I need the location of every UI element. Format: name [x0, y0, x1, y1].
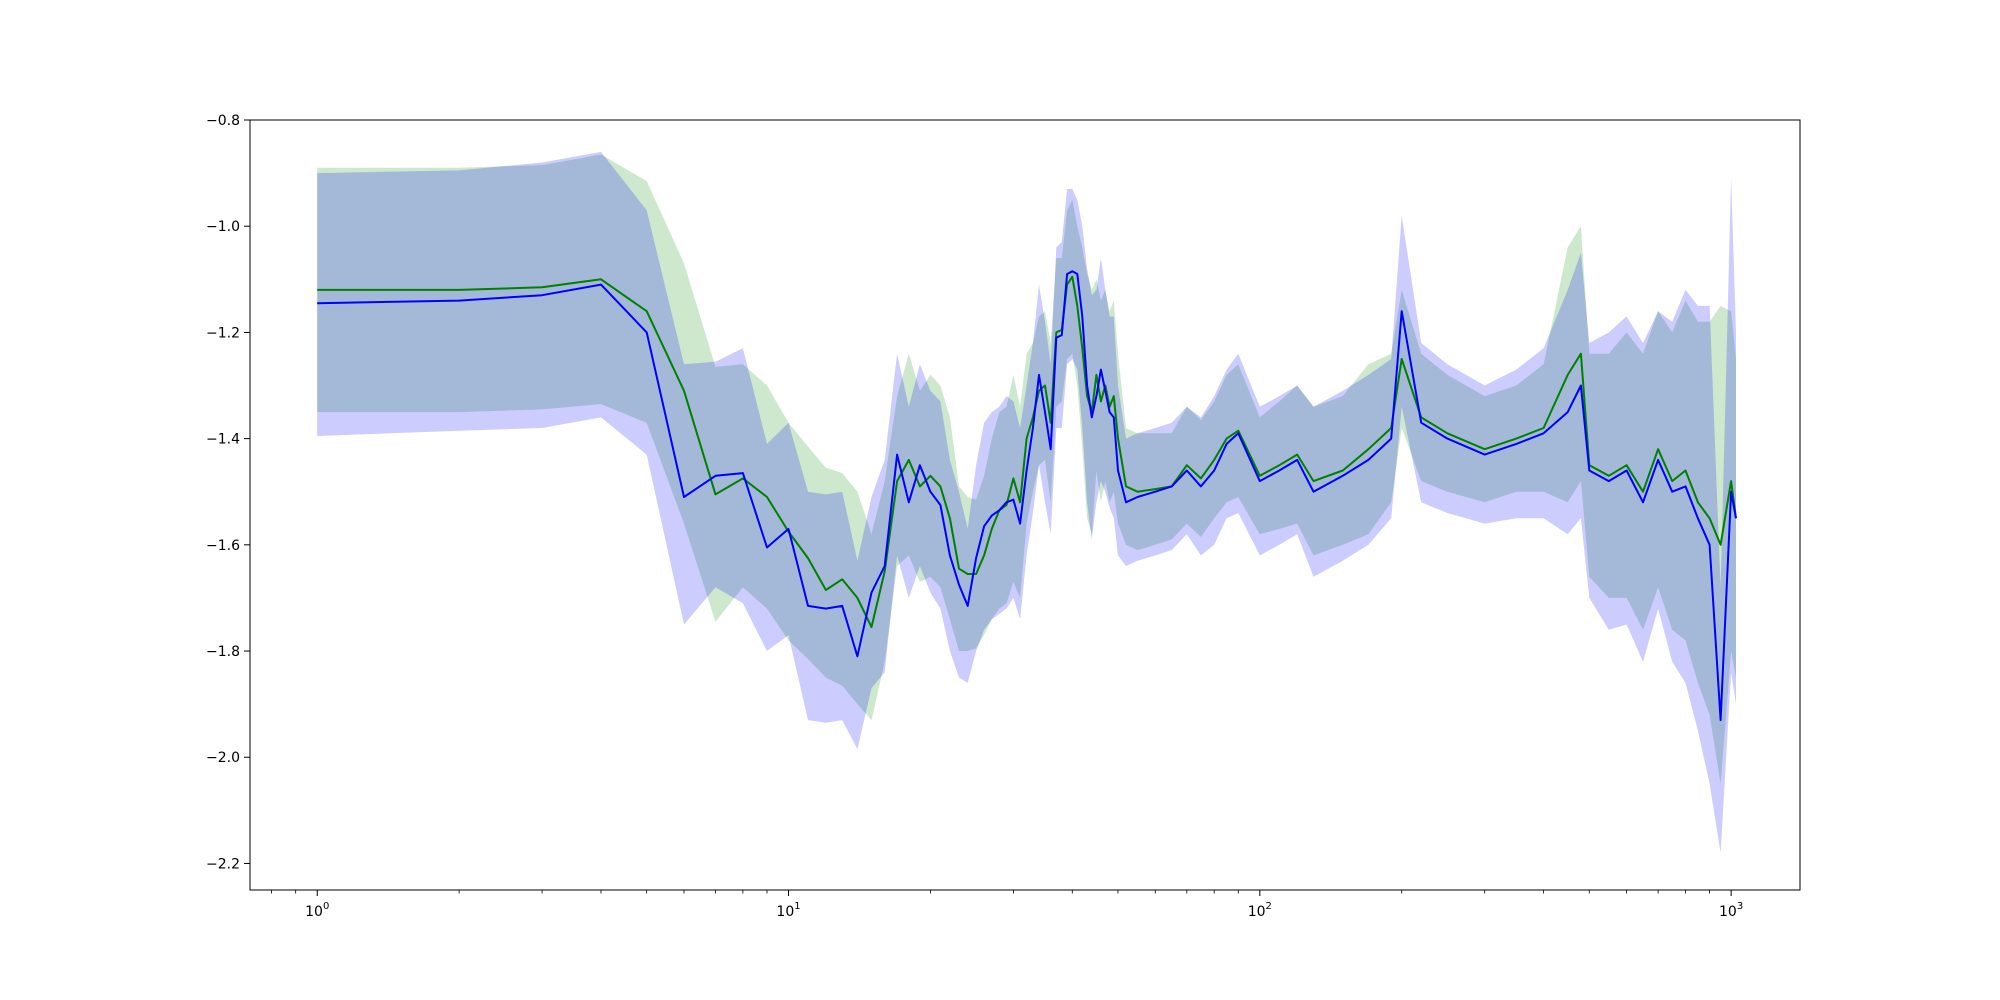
y-tick-label: −2.0: [206, 750, 240, 766]
series-lines: [317, 270, 1737, 722]
y-tick-label: −1.2: [206, 325, 240, 341]
line-series-1: [317, 270, 1737, 722]
x-minor-ticks: [271, 890, 1710, 894]
y-tick-label: −1.4: [206, 432, 240, 448]
y-tick-label: −0.8: [206, 113, 240, 129]
band-series-1: [317, 151, 1737, 853]
y-tick-label: −1.8: [206, 644, 240, 660]
plot-frame: [249, 119, 1801, 891]
y-axis: −2.2 −2.0 −1.8 −1.6 −1.4 −1.2 −1.0 −0.8: [206, 113, 250, 872]
y-tick-label: −1.0: [206, 219, 240, 235]
y-tick-label: −2.2: [206, 856, 240, 872]
y-tick-label: −1.6: [206, 538, 240, 554]
